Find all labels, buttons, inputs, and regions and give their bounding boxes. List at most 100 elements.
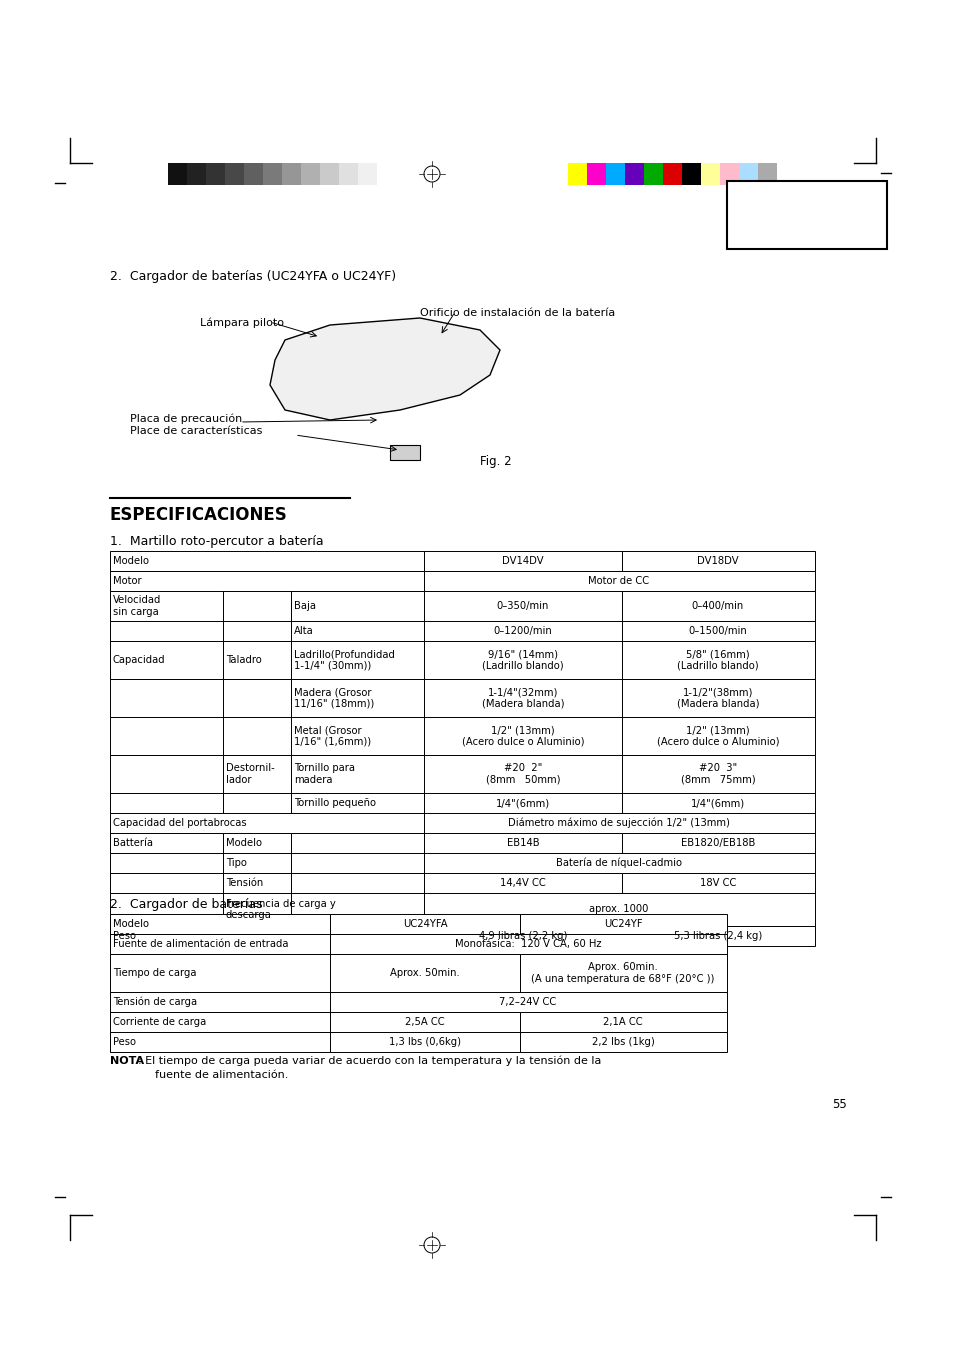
Bar: [223, 717, 291, 755]
Bar: [330, 992, 726, 1012]
Bar: [291, 893, 423, 925]
Bar: [110, 680, 223, 717]
Bar: [700, 163, 720, 185]
Bar: [621, 834, 814, 852]
Bar: [621, 640, 814, 680]
Bar: [338, 163, 357, 185]
Bar: [739, 163, 758, 185]
Bar: [621, 590, 814, 621]
Bar: [330, 954, 519, 992]
Text: 0–350/min: 0–350/min: [497, 601, 549, 611]
Text: EB1820/EB18B: EB1820/EB18B: [680, 838, 755, 848]
Bar: [423, 680, 621, 717]
Text: Tensión: Tensión: [226, 878, 263, 888]
Bar: [758, 163, 776, 185]
Bar: [519, 954, 726, 992]
Bar: [223, 640, 291, 680]
Bar: [223, 590, 291, 621]
Text: Modelo: Modelo: [112, 557, 149, 566]
Bar: [110, 925, 423, 946]
Bar: [168, 163, 187, 185]
Text: 5,3 libras (2,4 kg): 5,3 libras (2,4 kg): [673, 931, 761, 942]
Bar: [291, 873, 423, 893]
Bar: [301, 163, 319, 185]
Bar: [291, 621, 423, 640]
Text: 2,1A CC: 2,1A CC: [602, 1017, 642, 1027]
Text: 1/4"(6mm): 1/4"(6mm): [496, 798, 550, 808]
Bar: [330, 934, 726, 954]
Bar: [110, 1012, 330, 1032]
Text: 55: 55: [832, 1098, 846, 1111]
Text: DV14DV: DV14DV: [501, 557, 543, 566]
Bar: [423, 793, 621, 813]
Bar: [187, 163, 206, 185]
Bar: [423, 893, 814, 925]
Bar: [681, 163, 700, 185]
Text: Tornillo para
madera: Tornillo para madera: [294, 763, 355, 785]
Bar: [110, 992, 330, 1012]
Text: 0–1500/min: 0–1500/min: [688, 626, 746, 636]
Bar: [291, 793, 423, 813]
Bar: [110, 590, 223, 621]
Bar: [519, 1032, 726, 1052]
Text: Motor de CC: Motor de CC: [588, 576, 649, 586]
Bar: [110, 571, 423, 590]
Text: Peso: Peso: [112, 1038, 136, 1047]
Bar: [110, 934, 330, 954]
Bar: [662, 163, 681, 185]
Bar: [423, 873, 621, 893]
Text: 1-1/2"(38mm)
(Madera blanda): 1-1/2"(38mm) (Madera blanda): [676, 688, 759, 709]
Bar: [110, 893, 223, 925]
Text: 1,3 lbs (0,6kg): 1,3 lbs (0,6kg): [389, 1038, 460, 1047]
Bar: [110, 873, 223, 893]
Text: Destornil-
lador: Destornil- lador: [226, 763, 274, 785]
Text: 0–1200/min: 0–1200/min: [493, 626, 552, 636]
Bar: [423, 852, 814, 873]
Text: Peso: Peso: [112, 931, 136, 942]
Bar: [110, 1032, 330, 1052]
Text: 2.  Cargador de baterías (UC24YFA o UC24YF): 2. Cargador de baterías (UC24YFA o UC24Y…: [110, 270, 395, 282]
Text: 2.  Cargador de baterías: 2. Cargador de baterías: [110, 898, 262, 911]
Bar: [423, 621, 621, 640]
Text: Capacidad: Capacidad: [112, 655, 166, 665]
Bar: [110, 640, 223, 680]
Text: Baja: Baja: [294, 601, 315, 611]
Bar: [376, 163, 395, 185]
Text: 1/4"(6mm): 1/4"(6mm): [690, 798, 744, 808]
Bar: [621, 925, 814, 946]
Bar: [223, 793, 291, 813]
Bar: [720, 163, 739, 185]
Text: Ladrillo(Profundidad
1-1/4" (30mm)): Ladrillo(Profundidad 1-1/4" (30mm)): [294, 650, 395, 671]
Bar: [621, 717, 814, 755]
Bar: [291, 640, 423, 680]
Bar: [423, 551, 621, 571]
Text: Madera (Grosor
11/16" (18mm)): Madera (Grosor 11/16" (18mm)): [294, 688, 374, 709]
Text: Monofásica:  120 V CA, 60 Hz: Monofásica: 120 V CA, 60 Hz: [455, 939, 600, 948]
Text: Modelo: Modelo: [112, 919, 149, 929]
Bar: [624, 163, 643, 185]
Text: 7,2–24V CC: 7,2–24V CC: [498, 997, 556, 1006]
Text: Alta: Alta: [294, 626, 314, 636]
Bar: [282, 163, 301, 185]
Bar: [263, 163, 282, 185]
Bar: [423, 590, 621, 621]
Bar: [567, 163, 586, 185]
Text: ESPECIFICACIONES: ESPECIFICACIONES: [110, 507, 288, 524]
Bar: [423, 925, 621, 946]
Bar: [291, 717, 423, 755]
Text: Frecuencia de carga y
descarga: Frecuencia de carga y descarga: [226, 898, 335, 920]
Bar: [223, 680, 291, 717]
Text: 1.  Martillo roto-percutor a batería: 1. Martillo roto-percutor a batería: [110, 535, 323, 549]
Bar: [223, 873, 291, 893]
Bar: [319, 163, 338, 185]
Polygon shape: [390, 444, 419, 459]
Text: NOTA: NOTA: [110, 1056, 144, 1066]
Bar: [110, 551, 423, 571]
Bar: [330, 1012, 519, 1032]
Text: Metal (Grosor
1/16" (1,6mm)): Metal (Grosor 1/16" (1,6mm)): [294, 725, 371, 747]
Bar: [291, 852, 423, 873]
Text: Lámpara piloto: Lámpara piloto: [200, 317, 284, 328]
Text: 1-1/4"(32mm)
(Madera blanda): 1-1/4"(32mm) (Madera blanda): [481, 688, 563, 709]
Text: Fig. 2: Fig. 2: [479, 455, 511, 467]
Bar: [330, 915, 519, 934]
